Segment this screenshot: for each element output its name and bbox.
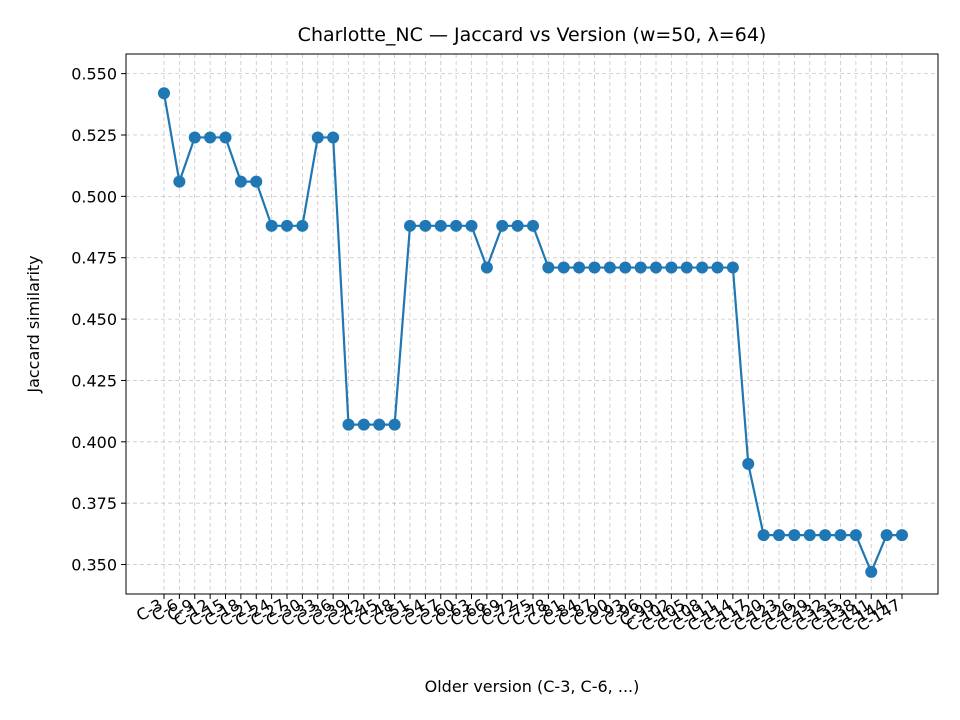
plot-frame — [125, 53, 939, 595]
data-point — [834, 529, 847, 542]
data-point — [665, 261, 678, 274]
y-tick-label: 0.350 — [71, 556, 117, 575]
data-point — [619, 261, 632, 274]
y-tick-label: 0.475 — [71, 249, 117, 268]
data-point — [373, 418, 386, 431]
data-point — [742, 457, 755, 470]
y-tick-label: 0.400 — [71, 433, 117, 452]
data-point — [342, 418, 355, 431]
x-axis-label: Older version (C-3, C-6, ...) — [425, 677, 640, 696]
data-point — [865, 565, 878, 578]
y-tick-label: 0.525 — [71, 126, 117, 145]
chart-title: Charlotte_NC — Jaccard vs Version (w=50,… — [298, 24, 767, 46]
data-point — [773, 529, 785, 542]
data-point — [296, 219, 309, 232]
data-point — [803, 529, 816, 542]
data-point — [496, 219, 509, 232]
data-point — [573, 261, 586, 274]
series — [158, 87, 908, 578]
data-point — [404, 219, 416, 232]
data-point — [880, 529, 893, 542]
data-point — [265, 219, 278, 232]
data-point — [234, 175, 247, 188]
data-point — [388, 418, 401, 431]
y-tick-label: 0.500 — [71, 187, 117, 206]
y-tick-label: 0.425 — [71, 371, 117, 390]
data-point — [219, 131, 232, 144]
y-axis-label: Jaccard similarity — [24, 255, 43, 393]
data-point — [188, 131, 201, 144]
data-point — [357, 418, 370, 431]
data-point — [819, 529, 832, 542]
data-point — [650, 261, 662, 274]
data-point — [603, 261, 616, 274]
y-tick-label: 0.450 — [71, 310, 117, 329]
data-point — [434, 219, 447, 232]
data-point — [788, 529, 801, 542]
data-point — [680, 261, 693, 274]
data-point — [311, 131, 324, 144]
data-point — [204, 131, 217, 144]
data-point — [450, 219, 463, 232]
data-point — [250, 175, 263, 188]
y-tick-label: 0.375 — [71, 494, 117, 513]
data-point — [527, 219, 539, 232]
data-point — [849, 529, 862, 542]
data-point — [896, 529, 908, 542]
y-tick-label: 0.550 — [71, 65, 117, 84]
data-point — [327, 131, 340, 144]
data-point — [281, 219, 293, 232]
data-point — [173, 175, 186, 188]
data-point — [634, 261, 647, 274]
data-point — [696, 261, 709, 274]
data-point — [465, 219, 478, 232]
data-point — [711, 261, 724, 274]
data-point — [480, 261, 493, 274]
data-point — [419, 219, 432, 232]
data-point — [726, 261, 739, 274]
data-point — [158, 87, 170, 100]
axes: C-3C-6C-9C-12C-15C-18C-21C-24C-27C-30C-3… — [71, 65, 904, 636]
data-point — [757, 529, 770, 542]
data-point — [511, 219, 524, 232]
data-point — [588, 261, 601, 274]
data-point — [557, 261, 570, 274]
data-point — [542, 261, 555, 274]
grid — [126, 54, 938, 594]
